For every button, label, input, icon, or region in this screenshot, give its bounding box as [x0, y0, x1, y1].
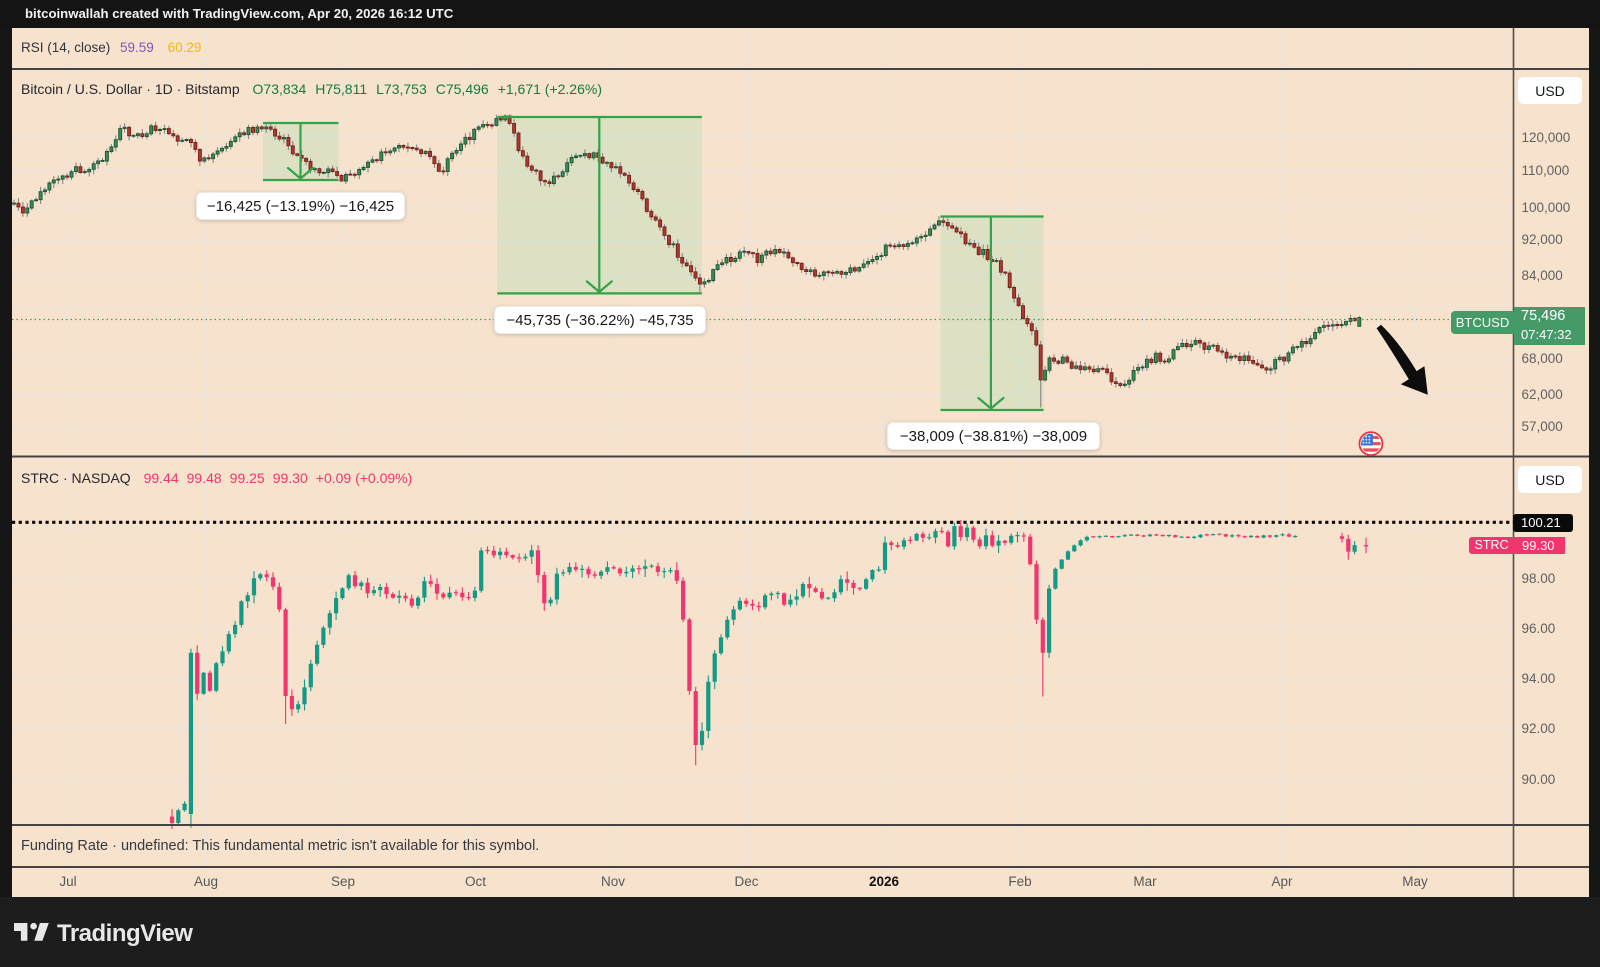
- svg-text:TradingView: TradingView: [57, 920, 193, 947]
